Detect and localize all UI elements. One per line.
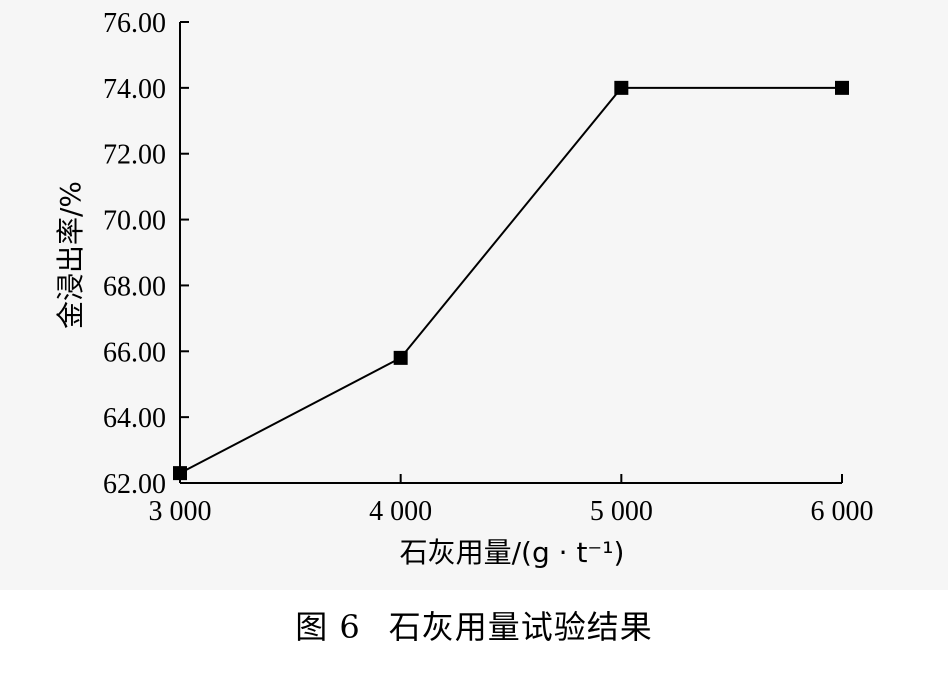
plot-background xyxy=(0,0,948,590)
data-point-marker xyxy=(835,80,849,95)
data-point-marker xyxy=(173,466,187,481)
data-point-marker xyxy=(614,80,629,95)
figure-number: 图 6 xyxy=(295,608,361,646)
y-tick-label: 66.00 xyxy=(103,337,166,368)
y-tick-label: 70.00 xyxy=(103,206,166,237)
series-line xyxy=(179,86,842,475)
x-tick-label: 6 000 xyxy=(811,496,874,527)
y-tick-label: 76.00 xyxy=(103,8,166,39)
figure-title: 石灰用量试验结果 xyxy=(388,608,653,646)
chart-series xyxy=(173,80,849,481)
chart-axes xyxy=(179,22,842,484)
x-tick-label: 4 000 xyxy=(369,496,432,527)
y-tick-label: 62.00 xyxy=(103,469,166,500)
figure-caption: 图 6 石灰用量试验结果 xyxy=(0,602,948,648)
line-chart: 62.00 64.00 66.00 68.00 70.00 72.00 74.00 76.00… xyxy=(54,8,874,569)
y-tick-label: 64.00 xyxy=(103,403,166,434)
chart-ticks: 62.00 64.00 66.00 68.00 70.00 72.00 74.00 76.00… xyxy=(103,8,874,527)
y-tick-label: 72.00 xyxy=(103,140,166,171)
x-tick-label: 5 000 xyxy=(590,496,653,527)
x-axis-title: 石灰用量/(g · t⁻¹) xyxy=(400,536,625,569)
y-tick-label: 68.00 xyxy=(103,271,166,302)
x-tick-label: 3 000 xyxy=(149,496,212,527)
y-axis-title: 金浸出率/% xyxy=(54,181,87,329)
y-tick-label: 74.00 xyxy=(103,74,166,105)
data-point-marker xyxy=(393,350,408,365)
